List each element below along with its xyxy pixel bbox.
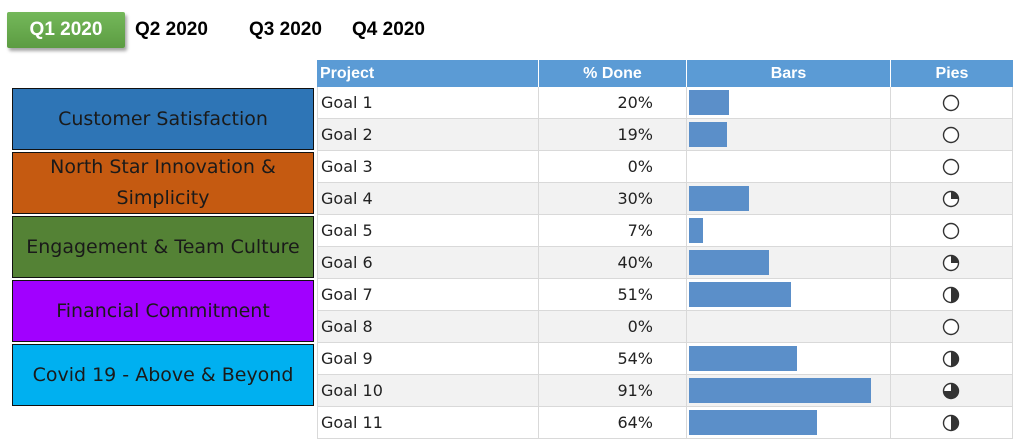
table-row: Goal 6 40% <box>317 247 1013 279</box>
project-cell: Goal 3 <box>317 151 539 183</box>
project-cell: Goal 2 <box>317 119 539 151</box>
harvey-ball-icon <box>942 190 960 208</box>
harvey-ball-icon <box>942 158 960 176</box>
category-customer-satisfaction: Customer Satisfaction <box>12 88 314 150</box>
tab-q1-2020[interactable]: Q1 2020 <box>7 12 125 48</box>
harvey-ball-icon <box>942 286 960 304</box>
project-cell: Goal 1 <box>317 87 539 119</box>
pie-cell <box>891 87 1013 119</box>
harvey-ball-icon <box>942 382 960 400</box>
tab-q2-2020[interactable]: Q2 2020 <box>135 19 208 40</box>
progress-bar <box>689 218 703 243</box>
pie-cell <box>891 247 1013 279</box>
project-cell: Goal 8 <box>317 311 539 343</box>
bar-cell <box>687 87 891 119</box>
pie-cell <box>891 279 1013 311</box>
table-row: Goal 7 51% <box>317 279 1013 311</box>
progress-bar <box>689 122 727 147</box>
percent-done-cell: 20% <box>539 87 687 119</box>
pie-cell <box>891 151 1013 183</box>
percent-done-cell: 51% <box>539 279 687 311</box>
harvey-ball-icon <box>942 126 960 144</box>
progress-bar <box>689 186 749 211</box>
table-row: Goal 11 64% <box>317 407 1013 439</box>
tab-q3-2020[interactable]: Q3 2020 <box>249 19 322 40</box>
percent-done-cell: 54% <box>539 343 687 375</box>
harvey-ball-icon <box>942 414 960 432</box>
category-engagement-team-culture: Engagement & Team Culture <box>12 216 314 278</box>
pie-cell <box>891 183 1013 215</box>
project-cell: Goal 5 <box>317 215 539 247</box>
harvey-ball-icon <box>942 254 960 272</box>
bar-cell <box>687 311 891 343</box>
project-cell: Goal 7 <box>317 279 539 311</box>
table-row: Goal 4 30% <box>317 183 1013 215</box>
progress-bar <box>689 346 797 371</box>
percent-done-cell: 19% <box>539 119 687 151</box>
pie-cell <box>891 343 1013 375</box>
tab-q4-2020[interactable]: Q4 2020 <box>352 19 425 40</box>
percent-done-cell: 91% <box>539 375 687 407</box>
percent-done-cell: 30% <box>539 183 687 215</box>
table-row: Goal 9 54% <box>317 343 1013 375</box>
table-row: Goal 2 19% <box>317 119 1013 151</box>
header-pies: Pies <box>891 60 1013 87</box>
table-row: Goal 8 0% <box>317 311 1013 343</box>
harvey-ball-icon <box>942 94 960 112</box>
header-bars: Bars <box>687 60 891 87</box>
table-row: Goal 5 7% <box>317 215 1013 247</box>
project-cell: Goal 4 <box>317 183 539 215</box>
bar-cell <box>687 407 891 439</box>
project-cell: Goal 9 <box>317 343 539 375</box>
bar-cell <box>687 215 891 247</box>
harvey-ball-icon <box>942 350 960 368</box>
category-financial-commitment: Financial Commitment <box>12 280 314 342</box>
progress-bar <box>689 90 729 115</box>
pie-cell <box>891 311 1013 343</box>
bar-cell <box>687 247 891 279</box>
harvey-ball-icon <box>942 222 960 240</box>
pie-cell <box>891 375 1013 407</box>
pie-cell <box>891 119 1013 151</box>
progress-bar <box>689 250 769 275</box>
pie-cell <box>891 215 1013 247</box>
progress-bar <box>689 410 817 435</box>
bar-cell <box>687 119 891 151</box>
bar-cell <box>687 151 891 183</box>
project-cell: Goal 10 <box>317 375 539 407</box>
table-row: Goal 1 20% <box>317 87 1013 119</box>
progress-bar <box>689 282 791 307</box>
header-project: Project <box>317 60 539 87</box>
bar-cell <box>687 375 891 407</box>
project-cell: Goal 6 <box>317 247 539 279</box>
percent-done-cell: 0% <box>539 311 687 343</box>
bar-cell <box>687 343 891 375</box>
table-row: Goal 10 91% <box>317 375 1013 407</box>
pie-cell <box>891 407 1013 439</box>
progress-bar <box>689 378 871 403</box>
percent-done-cell: 7% <box>539 215 687 247</box>
header-done: % Done <box>539 60 687 87</box>
project-cell: Goal 11 <box>317 407 539 439</box>
harvey-ball-icon <box>942 318 960 336</box>
category-covid-19: Covid 19 - Above & Beyond <box>12 344 314 406</box>
category-north-star-innovation: North Star Innovation & Simplicity <box>12 152 314 214</box>
percent-done-cell: 0% <box>539 151 687 183</box>
table-row: Goal 3 0% <box>317 151 1013 183</box>
percent-done-cell: 40% <box>539 247 687 279</box>
bar-cell <box>687 279 891 311</box>
percent-done-cell: 64% <box>539 407 687 439</box>
bar-cell <box>687 183 891 215</box>
